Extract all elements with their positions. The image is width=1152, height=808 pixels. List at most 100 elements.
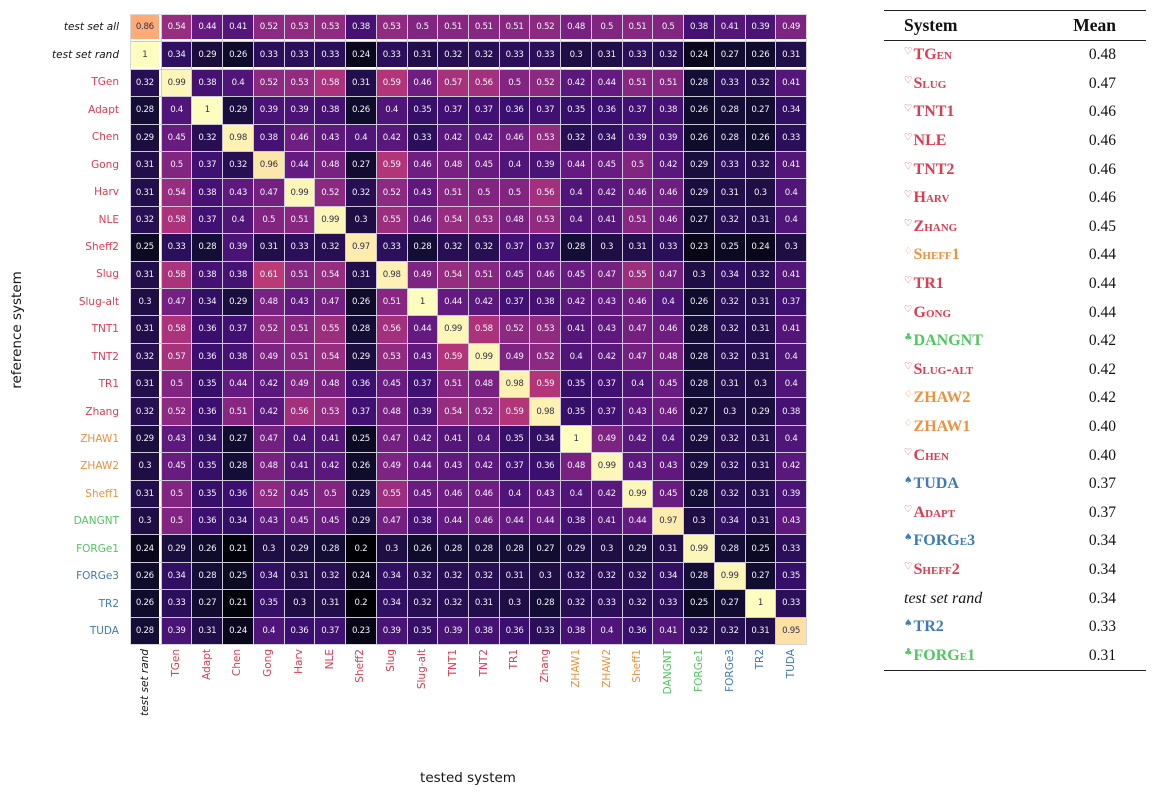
heatmap-cell: 0.37 xyxy=(223,316,253,343)
heatmap-cell: 0.52 xyxy=(253,69,284,97)
heatmap-cell: 0.49 xyxy=(591,425,622,453)
heatmap-cell: 0.37 xyxy=(192,151,223,179)
heatmap-cell: 0.51 xyxy=(438,179,468,206)
heatmap-cell: 0.51 xyxy=(284,316,315,343)
heatmap-cell: 0.53 xyxy=(315,398,346,425)
heatmap-cell: 0.46 xyxy=(499,124,530,151)
heatmap-cell: 0.26 xyxy=(346,453,376,480)
heatmap-cell: 0.33 xyxy=(776,124,806,151)
heatmap-cell: 0.33 xyxy=(530,617,561,644)
heatmap-cell: 0.99 xyxy=(468,343,499,371)
heatmap-cell: 0.38 xyxy=(407,508,438,535)
heatmap-cell: 0.42 xyxy=(591,343,622,371)
heatmap-cell: 0.39 xyxy=(161,617,192,644)
system-name: ♡TNT2 xyxy=(904,160,955,178)
heatmap-cell: 0.4 xyxy=(622,371,653,398)
heatmap-cell: 0.39 xyxy=(284,97,315,124)
heatmap-cell: 0.5 xyxy=(591,15,622,42)
heatmap-cell: 0.37 xyxy=(591,371,622,398)
heatmap-cell: 0.29 xyxy=(684,425,714,453)
heatmap-cell: 0.34 xyxy=(776,97,806,124)
heatmap-cell: 0.42 xyxy=(253,371,284,398)
heatmap-cell: 0.31 xyxy=(315,590,346,617)
heatmap-cell: 0.54 xyxy=(315,343,346,371)
heatmap-cell: 0.41 xyxy=(438,425,468,453)
heatmap-cell: 0.28 xyxy=(684,480,714,508)
heatmap-cell: 0.46 xyxy=(530,261,561,288)
heatmap-cell: 0.52 xyxy=(530,15,561,42)
col-label-forge1: FORGe1 xyxy=(692,649,705,692)
heatmap-cell: 0.42 xyxy=(376,124,407,151)
mean-value: 0.42 xyxy=(1088,389,1116,407)
heatmap-column-labels: test set rand TGen Adapt Chen Gong Harv NLE She… xyxy=(130,649,807,767)
system-name: ♡Slug xyxy=(904,74,947,92)
heatmap-cell: 0.44 xyxy=(407,316,438,343)
system-name: ♠TUDA xyxy=(904,475,959,493)
heart-suit-icon: ♡ xyxy=(904,360,913,372)
mean-value: 0.46 xyxy=(1088,103,1116,121)
table-row: ♡TNT1 0.46 xyxy=(884,98,1146,127)
heatmap-cell: 0.4 xyxy=(776,425,806,453)
heatmap-cell: 0.43 xyxy=(407,343,438,371)
heatmap-cell: 0.33 xyxy=(591,590,622,617)
heatmap-cell: 0.23 xyxy=(684,234,714,261)
heatmap-cell: 0.29 xyxy=(346,480,376,508)
col-label-sheff2: Sheff2 xyxy=(354,649,367,683)
heatmap-cell: 0.32 xyxy=(438,562,468,590)
heatmap-cell: 0.32 xyxy=(468,42,499,69)
heatmap-cell: 0.26 xyxy=(407,535,438,562)
heatmap-cell: 0.48 xyxy=(561,15,591,42)
heatmap-cell: 0.48 xyxy=(561,453,591,480)
heatmap-cell: 0.31 xyxy=(653,535,684,562)
diamond-suit-icon: ♢ xyxy=(904,389,913,401)
heatmap-cell: 0.37 xyxy=(499,288,530,316)
heatmap-cell: 0.43 xyxy=(591,316,622,343)
mean-value: 0.47 xyxy=(1088,74,1116,92)
heatmap-cell: 0.31 xyxy=(131,179,161,206)
heatmap-cell: 0.32 xyxy=(714,206,745,234)
heatmap-cell: 0.32 xyxy=(438,234,468,261)
heatmap-cell: 0.4 xyxy=(499,151,530,179)
heatmap-cell: 0.38 xyxy=(561,508,591,535)
heatmap-cell: 0.39 xyxy=(653,124,684,151)
heatmap-cell: 0.31 xyxy=(468,590,499,617)
heatmap-cell: 0.35 xyxy=(561,398,591,425)
heatmap-cell: 0.31 xyxy=(745,343,776,371)
system-name: ♡Harv xyxy=(904,189,950,207)
heatmap-cell: 0.52 xyxy=(253,15,284,42)
heatmap-cell: 0.58 xyxy=(161,316,192,343)
heart-suit-icon: ♡ xyxy=(904,132,913,144)
heatmap-cell: 0.3 xyxy=(499,590,530,617)
mean-value: 0.40 xyxy=(1088,446,1116,464)
heatmap-cell: 0.48 xyxy=(315,151,346,179)
heatmap-cell: 0.28 xyxy=(468,535,499,562)
heatmap-cell: 0.26 xyxy=(745,42,776,69)
heatmap-cell: 0.32 xyxy=(468,562,499,590)
heatmap-cell: 0.39 xyxy=(407,398,438,425)
heatmap-cell: 0.42 xyxy=(468,288,499,316)
row-label-tuda: TUDA xyxy=(89,625,119,638)
heatmap-cell: 0.34 xyxy=(653,562,684,590)
heatmap-cell: 1 xyxy=(745,590,776,617)
heatmap-cell: 0.4 xyxy=(376,97,407,124)
heatmap-cell: 0.51 xyxy=(438,371,468,398)
heatmap-cell: 0.28 xyxy=(714,124,745,151)
heatmap-cell: 0.31 xyxy=(622,234,653,261)
system-name: ♡Sheff2 xyxy=(904,560,960,578)
heatmap-cell: 0.24 xyxy=(684,42,714,69)
heatmap-cell: 0.35 xyxy=(407,617,438,644)
heatmap-cell: 0.55 xyxy=(315,316,346,343)
system-name: ♡Slug-alt xyxy=(904,360,974,378)
heatmap-cell: 0.34 xyxy=(376,590,407,617)
mean-value: 0.44 xyxy=(1088,303,1116,321)
heart-suit-icon: ♡ xyxy=(904,189,913,201)
row-label-test-set-rand: test set rand xyxy=(52,48,119,61)
heatmap-cell: 0.5 xyxy=(161,480,192,508)
heatmap-cell: 0.41 xyxy=(591,206,622,234)
heart-suit-icon: ♡ xyxy=(904,446,913,458)
heatmap-cell: 0.44 xyxy=(499,508,530,535)
heatmap-cell: 0.49 xyxy=(284,371,315,398)
heart-suit-icon: ♡ xyxy=(904,217,913,229)
heatmap-cell: 0.35 xyxy=(407,97,438,124)
heatmap-cell: 0.4 xyxy=(561,343,591,371)
